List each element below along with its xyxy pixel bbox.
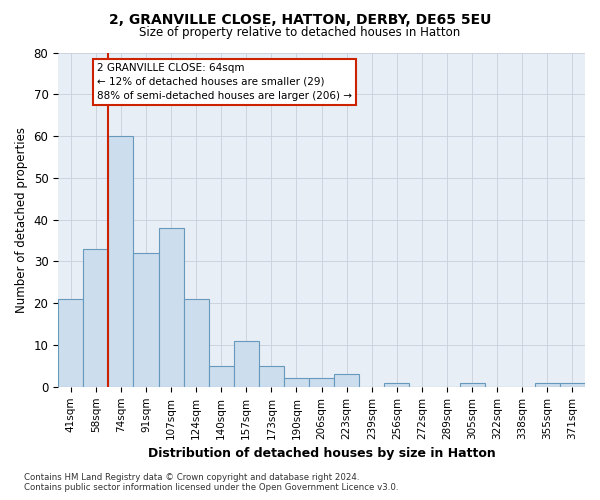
Bar: [334, 374, 359, 387]
Bar: [560, 382, 585, 387]
Bar: [259, 366, 284, 387]
Bar: [535, 382, 560, 387]
Bar: [158, 228, 184, 387]
Bar: [209, 366, 234, 387]
Text: 2 GRANVILLE CLOSE: 64sqm
← 12% of detached houses are smaller (29)
88% of semi-d: 2 GRANVILLE CLOSE: 64sqm ← 12% of detach…: [97, 63, 352, 101]
Bar: [109, 136, 133, 387]
Bar: [83, 249, 109, 387]
X-axis label: Distribution of detached houses by size in Hatton: Distribution of detached houses by size …: [148, 447, 496, 460]
Bar: [58, 299, 83, 387]
Text: 2, GRANVILLE CLOSE, HATTON, DERBY, DE65 5EU: 2, GRANVILLE CLOSE, HATTON, DERBY, DE65 …: [109, 12, 491, 26]
Bar: [234, 341, 259, 387]
Bar: [184, 299, 209, 387]
Bar: [133, 253, 158, 387]
Text: Size of property relative to detached houses in Hatton: Size of property relative to detached ho…: [139, 26, 461, 39]
Bar: [309, 378, 334, 387]
Y-axis label: Number of detached properties: Number of detached properties: [15, 126, 28, 312]
Bar: [384, 382, 409, 387]
Text: Contains HM Land Registry data © Crown copyright and database right 2024.
Contai: Contains HM Land Registry data © Crown c…: [24, 473, 398, 492]
Bar: [284, 378, 309, 387]
Bar: [460, 382, 485, 387]
